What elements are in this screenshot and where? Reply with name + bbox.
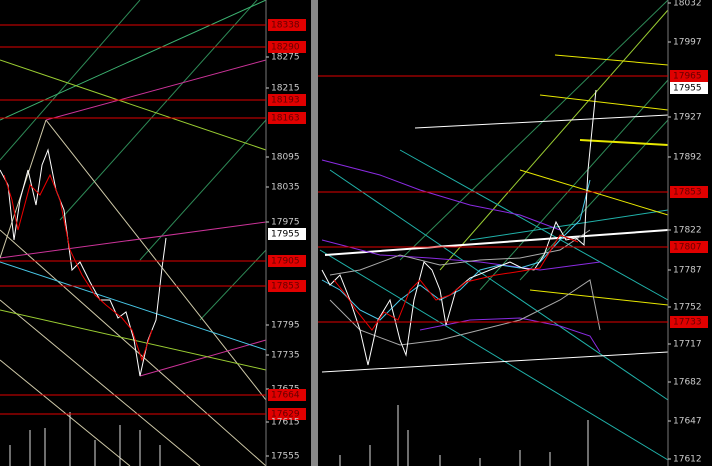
right-volume bbox=[339, 405, 589, 466]
price-label: 18035 bbox=[271, 183, 300, 193]
price-label: 17629 bbox=[271, 410, 300, 420]
price-label: 18215 bbox=[271, 84, 300, 94]
right-drawing bbox=[319, 0, 669, 461]
price-label: 17905 bbox=[271, 257, 300, 267]
price-label: 17612 bbox=[673, 455, 702, 465]
price-label: 17733 bbox=[673, 318, 702, 328]
label-box bbox=[268, 280, 306, 292]
label-box bbox=[670, 186, 708, 198]
price-label: 17787 bbox=[673, 266, 702, 276]
price-label: 17975 bbox=[271, 218, 300, 228]
price-label: 17682 bbox=[673, 378, 702, 388]
price-label: 17955 bbox=[673, 84, 702, 94]
price-label: 17822 bbox=[673, 226, 702, 236]
price-label: 17735 bbox=[271, 351, 300, 361]
label-box bbox=[268, 408, 306, 420]
label-box bbox=[670, 82, 708, 94]
price-label: 17664 bbox=[271, 391, 300, 401]
label-box bbox=[670, 241, 708, 253]
price-label: 18275 bbox=[271, 53, 300, 63]
price-label: 17555 bbox=[271, 452, 300, 462]
price-label: 17807 bbox=[673, 243, 702, 253]
label-box bbox=[268, 389, 306, 401]
label-box bbox=[268, 112, 306, 124]
label-box bbox=[268, 19, 306, 31]
price-label: 18095 bbox=[271, 153, 300, 163]
price-label: 17853 bbox=[673, 188, 702, 198]
label-box bbox=[268, 228, 306, 240]
label-box bbox=[670, 70, 708, 82]
price-label: 18193 bbox=[271, 96, 300, 106]
left-volume bbox=[9, 412, 161, 466]
price-label: 17965 bbox=[673, 72, 702, 82]
price-label: 17892 bbox=[673, 153, 702, 163]
panel-divider bbox=[311, 0, 318, 466]
price-label: 17717 bbox=[673, 340, 702, 350]
label-box bbox=[670, 316, 708, 328]
price-label: 17752 bbox=[673, 303, 702, 313]
price-label: 17853 bbox=[271, 282, 300, 292]
price-label: 17997 bbox=[673, 38, 702, 48]
price-label: 18290 bbox=[271, 43, 300, 53]
price-label: 18032 bbox=[673, 0, 702, 9]
left-drawing bbox=[0, 0, 267, 466]
label-box bbox=[268, 255, 306, 267]
price-label: 18338 bbox=[271, 21, 300, 31]
price-label: 17927 bbox=[673, 113, 702, 123]
price-label: 17955 bbox=[271, 230, 300, 240]
price-label: 17795 bbox=[271, 321, 300, 331]
price-label: 17647 bbox=[673, 417, 702, 427]
price-label: 18163 bbox=[271, 114, 300, 124]
label-box bbox=[268, 41, 306, 53]
label-box bbox=[268, 94, 306, 106]
price-label: 17615 bbox=[271, 418, 300, 428]
